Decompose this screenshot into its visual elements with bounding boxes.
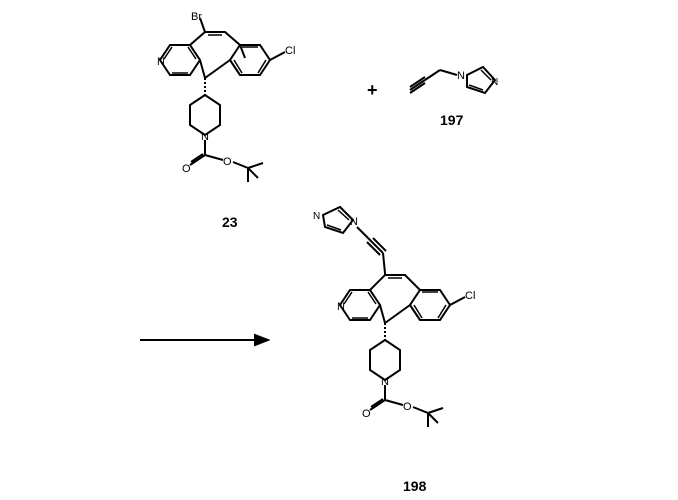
svg-text:N: N	[157, 56, 165, 68]
svg-text:O: O	[223, 156, 232, 168]
product-structure: N N N Cl N	[305, 195, 515, 475]
reactant1-structure: N Br Cl N O O	[145, 10, 325, 215]
svg-text:Cl: Cl	[285, 45, 295, 57]
svg-text:N: N	[337, 301, 345, 313]
svg-text:Cl: Cl	[465, 290, 475, 302]
svg-text:Br: Br	[191, 11, 202, 23]
reactant2-structure: N N	[405, 45, 505, 110]
svg-text:O: O	[362, 408, 371, 420]
reactant2-label: 197	[440, 112, 463, 128]
svg-text:N: N	[491, 77, 498, 88]
product-label: 198	[403, 478, 426, 494]
plus-sign: +	[367, 80, 378, 101]
svg-text:N: N	[350, 216, 358, 228]
reaction-arrow	[140, 330, 270, 350]
svg-text:N: N	[457, 70, 465, 82]
svg-text:N: N	[313, 211, 320, 222]
svg-text:O: O	[403, 401, 412, 413]
svg-text:O: O	[182, 163, 191, 175]
reactant1-label: 23	[222, 214, 238, 230]
